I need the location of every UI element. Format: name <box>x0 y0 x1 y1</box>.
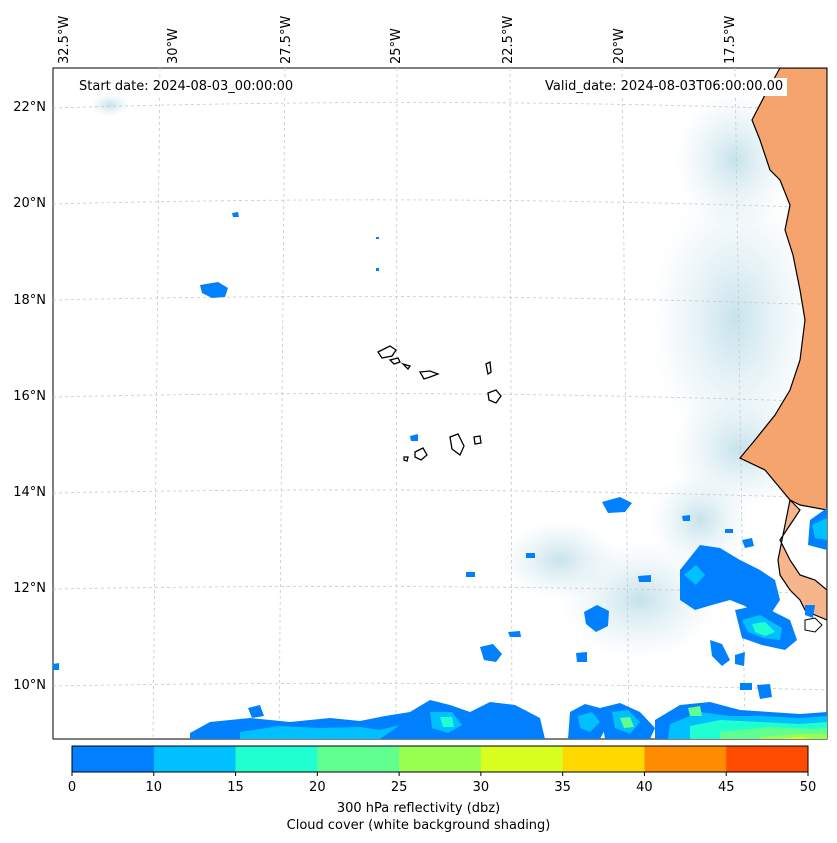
lat-label: 22°N <box>13 100 46 115</box>
lon-label: 20°W <box>612 28 627 64</box>
colorbar-segment <box>399 746 482 772</box>
colorbar-tick-label: 10 <box>146 780 163 795</box>
start-date-label: Start date: 2024-08-03_00:00:00 <box>75 78 298 96</box>
colorbar-tick-label: 35 <box>554 780 571 795</box>
colorbar-segment <box>153 746 237 772</box>
islands-cape-verde <box>377 345 502 462</box>
colorbar-segment <box>235 746 318 772</box>
colorbar-tick-label: 40 <box>636 780 653 795</box>
colorbar-tick-label: 45 <box>718 780 735 795</box>
colorbar-segment <box>562 746 645 772</box>
lon-label: 27.5°W <box>279 16 294 64</box>
lat-label: 14°N <box>13 485 46 500</box>
colorbar-tick-label: 15 <box>227 780 244 795</box>
latitude-labels: 22°N 20°N 18°N 16°N 14°N 12°N 10°N <box>13 100 46 693</box>
colorbar-tick-label: 30 <box>473 780 490 795</box>
lon-label: 30°W <box>166 28 181 64</box>
lat-label: 10°N <box>13 678 46 693</box>
lon-label: 32.5°W <box>57 16 72 64</box>
land-africa <box>739 68 827 633</box>
lat-label: 12°N <box>13 581 46 596</box>
lat-label: 16°N <box>13 389 46 404</box>
colorbar-segment <box>644 746 727 772</box>
colorbar-segment <box>726 746 809 772</box>
lat-label: 18°N <box>13 293 46 308</box>
colorbar-segment <box>72 746 155 772</box>
lon-label: 22.5°W <box>501 16 516 64</box>
colorbar-segment <box>317 746 400 772</box>
reflectivity-blobs <box>53 212 827 739</box>
valid-date-label: Valid_date: 2024-08-03T06:00:00.00 <box>541 78 788 96</box>
colorbar: 0 10 15 20 25 30 35 40 45 50 <box>68 745 817 795</box>
colorbar-label: 300 hPa reflectivity (dbz) <box>336 801 501 816</box>
colorbar-tick-label: 50 <box>800 780 817 795</box>
colorbar-tick-label: 20 <box>309 780 326 795</box>
lon-label: 17.5°W <box>723 16 738 64</box>
colorbar-tick-label: 25 <box>391 780 408 795</box>
colorbar-sublabel: Cloud cover (white background shading) <box>286 818 551 833</box>
lon-label: 25°W <box>389 28 404 64</box>
colorbar-tick-label: 0 <box>68 780 76 795</box>
lat-label: 20°N <box>13 196 46 211</box>
colorbar-segment <box>480 746 564 772</box>
longitude-labels: 32.5°W 30°W 27.5°W 25°W 22.5°W 20°W 17.5… <box>57 16 738 64</box>
